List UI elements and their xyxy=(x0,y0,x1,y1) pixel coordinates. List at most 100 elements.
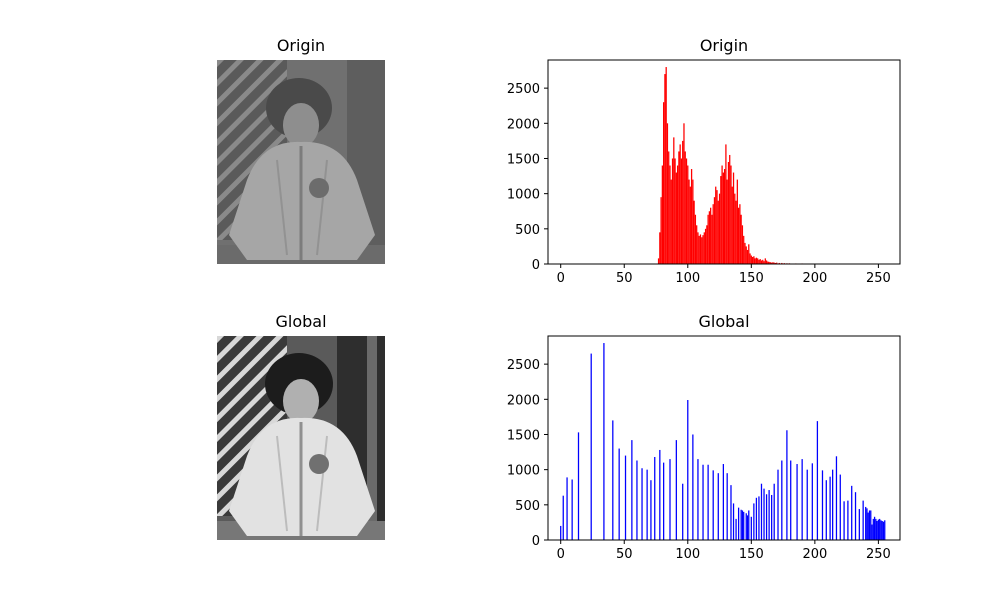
global-x-tick-label: 50 xyxy=(616,547,633,562)
origin-histogram-bar xyxy=(659,232,661,264)
global-histogram-bar xyxy=(663,462,665,540)
global-histogram-bar xyxy=(712,470,714,540)
global-axes-frame xyxy=(547,335,901,541)
origin-histogram-bar xyxy=(769,262,772,264)
origin-histogram-bar xyxy=(749,253,751,264)
origin-histogram-bar xyxy=(685,158,688,264)
global-histogram-bar xyxy=(741,510,744,540)
global-histogram-bar xyxy=(748,510,750,540)
origin-histogram-bar xyxy=(675,172,677,264)
global-histogram-bar xyxy=(566,477,568,540)
origin-histogram-bar xyxy=(745,246,747,264)
global-histogram-bar xyxy=(753,503,755,540)
global-histogram-bar xyxy=(870,510,872,540)
origin-image-title: Origin xyxy=(276,36,326,55)
global-histogram-bar xyxy=(590,353,592,540)
global-histogram-bar xyxy=(746,515,749,540)
origin-histogram-bar xyxy=(764,258,766,264)
global-histogram-bar xyxy=(726,473,728,540)
origin-histogram-bar xyxy=(721,165,723,264)
origin-x-tick-label: 50 xyxy=(616,271,633,286)
origin-histogram-bar xyxy=(724,169,726,264)
origin-y-tick-label: 2000 xyxy=(507,117,540,132)
global-histogram-bar xyxy=(851,485,853,540)
global-y-tick-label: 2000 xyxy=(507,393,540,408)
global-histogram-bar xyxy=(745,513,747,540)
origin-histogram-bar xyxy=(757,258,759,264)
global-histogram-bar xyxy=(839,474,841,540)
global-histogram-bar xyxy=(755,497,758,540)
origin-histogram-bar xyxy=(772,262,774,264)
global-histogram-bar xyxy=(868,510,871,540)
origin-histogram-bar xyxy=(707,214,709,264)
origin-y-tick-label: 1000 xyxy=(507,188,540,203)
origin-histogram-bar xyxy=(730,165,732,264)
global-histogram-bar xyxy=(760,483,763,540)
global-photo-drawing xyxy=(217,336,385,540)
origin-histogram-bar xyxy=(727,162,730,264)
origin-histogram-bar xyxy=(776,262,778,264)
origin-histogram-bar xyxy=(717,200,719,264)
origin-histogram-bar xyxy=(713,197,716,264)
origin-histogram-bar xyxy=(670,179,672,264)
origin-histogram-bar xyxy=(663,102,665,264)
global-histogram-bar xyxy=(717,473,719,540)
origin-histogram-bar xyxy=(737,207,740,264)
origin-x-tick-label: 150 xyxy=(739,271,764,286)
global-histogram-bar xyxy=(697,459,699,540)
global-histogram-bar xyxy=(829,476,831,540)
origin-histogram-bar xyxy=(712,204,714,264)
global-histogram-bar xyxy=(641,468,643,540)
origin-y-tick-label: 2500 xyxy=(507,82,540,97)
origin-histogram-bar xyxy=(696,225,698,264)
global-histogram-bar xyxy=(875,518,877,540)
global-x-tick-label: 0 xyxy=(557,547,565,562)
origin-histogram-bar xyxy=(680,158,683,264)
global-histogram-bar xyxy=(801,459,803,540)
origin-histogram-bar xyxy=(754,258,756,264)
global-histogram-bar xyxy=(843,501,845,540)
global-histogram-bar xyxy=(675,440,677,540)
global-histogram-bar xyxy=(577,432,580,540)
origin-histogram-bar xyxy=(743,235,745,264)
global-histogram-bar xyxy=(758,496,760,540)
global-histogram-bar xyxy=(866,508,868,540)
origin-histogram-bar xyxy=(755,257,758,264)
global-histogram-title: Global xyxy=(698,312,749,331)
origin-histogram-bar xyxy=(750,255,752,264)
origin-histogram-bar xyxy=(765,260,768,264)
origin-histogram-bar xyxy=(702,235,704,264)
origin-histogram-bar xyxy=(731,186,733,264)
origin-histogram-bar xyxy=(689,186,691,264)
origin-histogram-bar xyxy=(746,249,749,264)
origin-histogram-bar xyxy=(774,262,777,264)
global-histogram-bar xyxy=(702,464,704,540)
global-histogram-bar xyxy=(773,483,775,540)
origin-histogram-bar xyxy=(768,261,770,264)
global-y-tick-label: 2500 xyxy=(507,358,540,373)
origin-histogram-bar xyxy=(665,67,667,264)
origin-histogram-bar xyxy=(760,260,763,264)
origin-histogram-bar xyxy=(711,214,713,264)
global-histogram-bar xyxy=(682,483,684,540)
global-photo xyxy=(217,336,385,540)
origin-histogram-bar xyxy=(683,123,685,264)
origin-histogram-bar xyxy=(732,172,735,264)
global-histogram-bar xyxy=(832,469,834,540)
origin-histogram-bar xyxy=(660,197,662,264)
origin-histogram-bar xyxy=(736,179,738,264)
origin-histogram-bar xyxy=(687,165,689,264)
origin-histogram-bar xyxy=(674,158,676,264)
origin-histogram-bar xyxy=(753,256,755,264)
global-histogram-bar xyxy=(654,456,656,540)
origin-histogram-bar xyxy=(664,74,666,264)
origin-y-tick-label: 0 xyxy=(532,258,540,273)
origin-histogram-bar xyxy=(668,151,670,264)
origin-histogram-bar xyxy=(697,232,699,264)
origin-histogram-bar xyxy=(716,190,718,264)
origin-histogram-bar xyxy=(767,261,769,264)
origin-histogram-bar xyxy=(734,193,736,264)
global-histogram-bar xyxy=(786,430,788,540)
origin-histogram-bar xyxy=(722,172,724,264)
